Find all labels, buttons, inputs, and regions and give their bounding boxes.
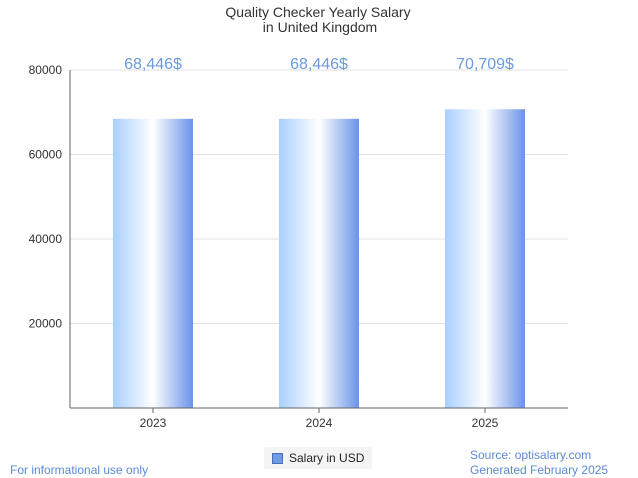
y-tick-label: 60000 xyxy=(29,148,63,162)
bar-2024[interactable] xyxy=(279,118,359,409)
bar-2025[interactable] xyxy=(445,109,525,408)
y-tick-label: 40000 xyxy=(29,232,63,246)
data-label-2024: 68,446$ xyxy=(290,56,348,73)
y-tick-label: 20000 xyxy=(29,317,63,331)
legend-label: Salary in USD xyxy=(289,451,365,465)
footer-generated: Generated February 2025 xyxy=(470,463,609,477)
chart-title: Quality Checker Yearly Salary xyxy=(225,4,410,20)
y-tick-label: 80000 xyxy=(29,63,63,77)
data-label-2025: 70,709$ xyxy=(456,56,514,73)
footer-source[interactable]: Source: optisalary.com xyxy=(470,448,592,462)
legend-swatch xyxy=(272,452,283,464)
footer-source-block: Source: optisalary.com Generated Februar… xyxy=(470,448,608,478)
bar-2023[interactable] xyxy=(113,118,193,409)
x-tick-label: 2025 xyxy=(472,416,499,430)
chart-subtitle: in United Kingdom xyxy=(263,19,377,35)
x-tick-label: 2024 xyxy=(306,416,333,430)
footer-note: For informational use only xyxy=(10,463,149,477)
data-label-2023: 68,446$ xyxy=(124,56,182,73)
legend[interactable]: Salary in USD xyxy=(264,447,373,469)
x-tick-label: 2023 xyxy=(140,416,167,430)
